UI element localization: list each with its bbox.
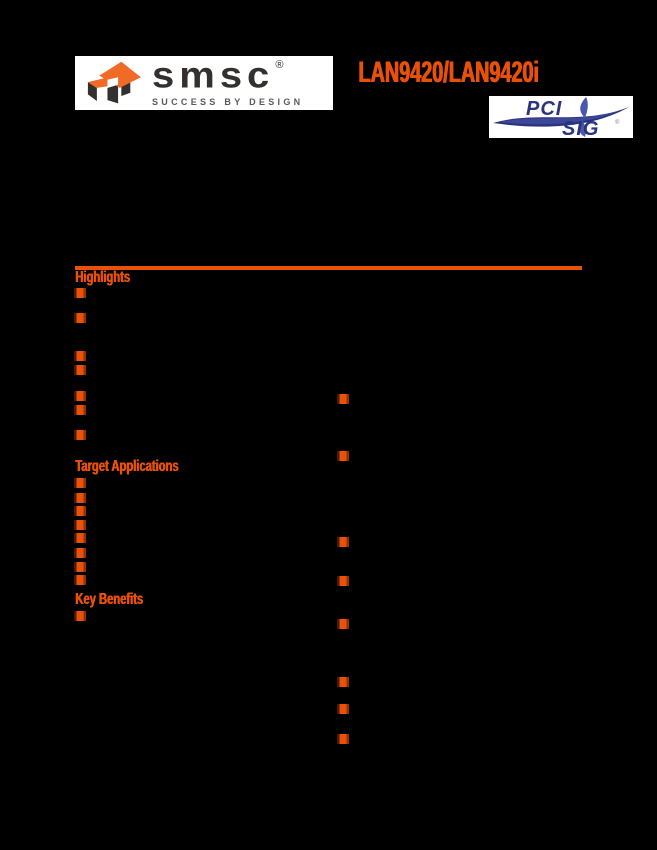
heading-target-applications: Target Applications (75, 458, 179, 475)
bullet-marker (337, 677, 349, 687)
section-divider (75, 266, 582, 270)
bullet-marker (74, 533, 86, 543)
smsc-arrow-icon (87, 61, 141, 104)
bullet-marker (337, 394, 349, 404)
bullet-marker (337, 576, 349, 586)
bullet-marker (74, 351, 86, 361)
pci-text: PCI (526, 98, 562, 120)
bullet-marker (74, 548, 86, 558)
bullet-marker (74, 506, 86, 516)
heading-key-benefits: Key Benefits (75, 591, 143, 608)
smsc-tagline: SUCCESS BY DESIGN (152, 96, 304, 107)
bullet-marker (337, 619, 349, 629)
smsc-wordmark: smsc (152, 54, 275, 96)
bullet-marker (74, 575, 86, 585)
bullet-marker (337, 451, 349, 461)
bullet-marker (337, 704, 349, 714)
bullet-marker (74, 478, 86, 488)
bullet-marker (74, 562, 86, 572)
bullet-marker (74, 430, 86, 440)
bullet-marker (74, 288, 86, 298)
bullet-marker (74, 611, 86, 621)
smsc-registered-mark: ® (275, 58, 284, 71)
bullet-marker (74, 520, 86, 530)
pci-registered-mark: ® (615, 119, 620, 126)
heading-highlights: Highlights (75, 269, 130, 286)
bullet-marker (74, 365, 86, 375)
product-title: LAN9420/LAN9420i (358, 56, 539, 89)
sig-text: SIG (562, 118, 599, 138)
smsc-logo-text: smsc ® SUCCESS BY DESIGN (152, 54, 304, 107)
bullet-marker (74, 313, 86, 323)
bullet-marker (74, 391, 86, 401)
bullet-marker (337, 537, 349, 547)
bullet-marker (337, 734, 349, 744)
pci-sig-logo: PCI SIG ® (489, 96, 633, 140)
smsc-logo: smsc ® SUCCESS BY DESIGN (75, 56, 333, 110)
bullet-marker (74, 405, 86, 415)
bullet-marker (74, 493, 86, 503)
pci-sig-swoosh-icon: PCI SIG ® (493, 97, 629, 140)
